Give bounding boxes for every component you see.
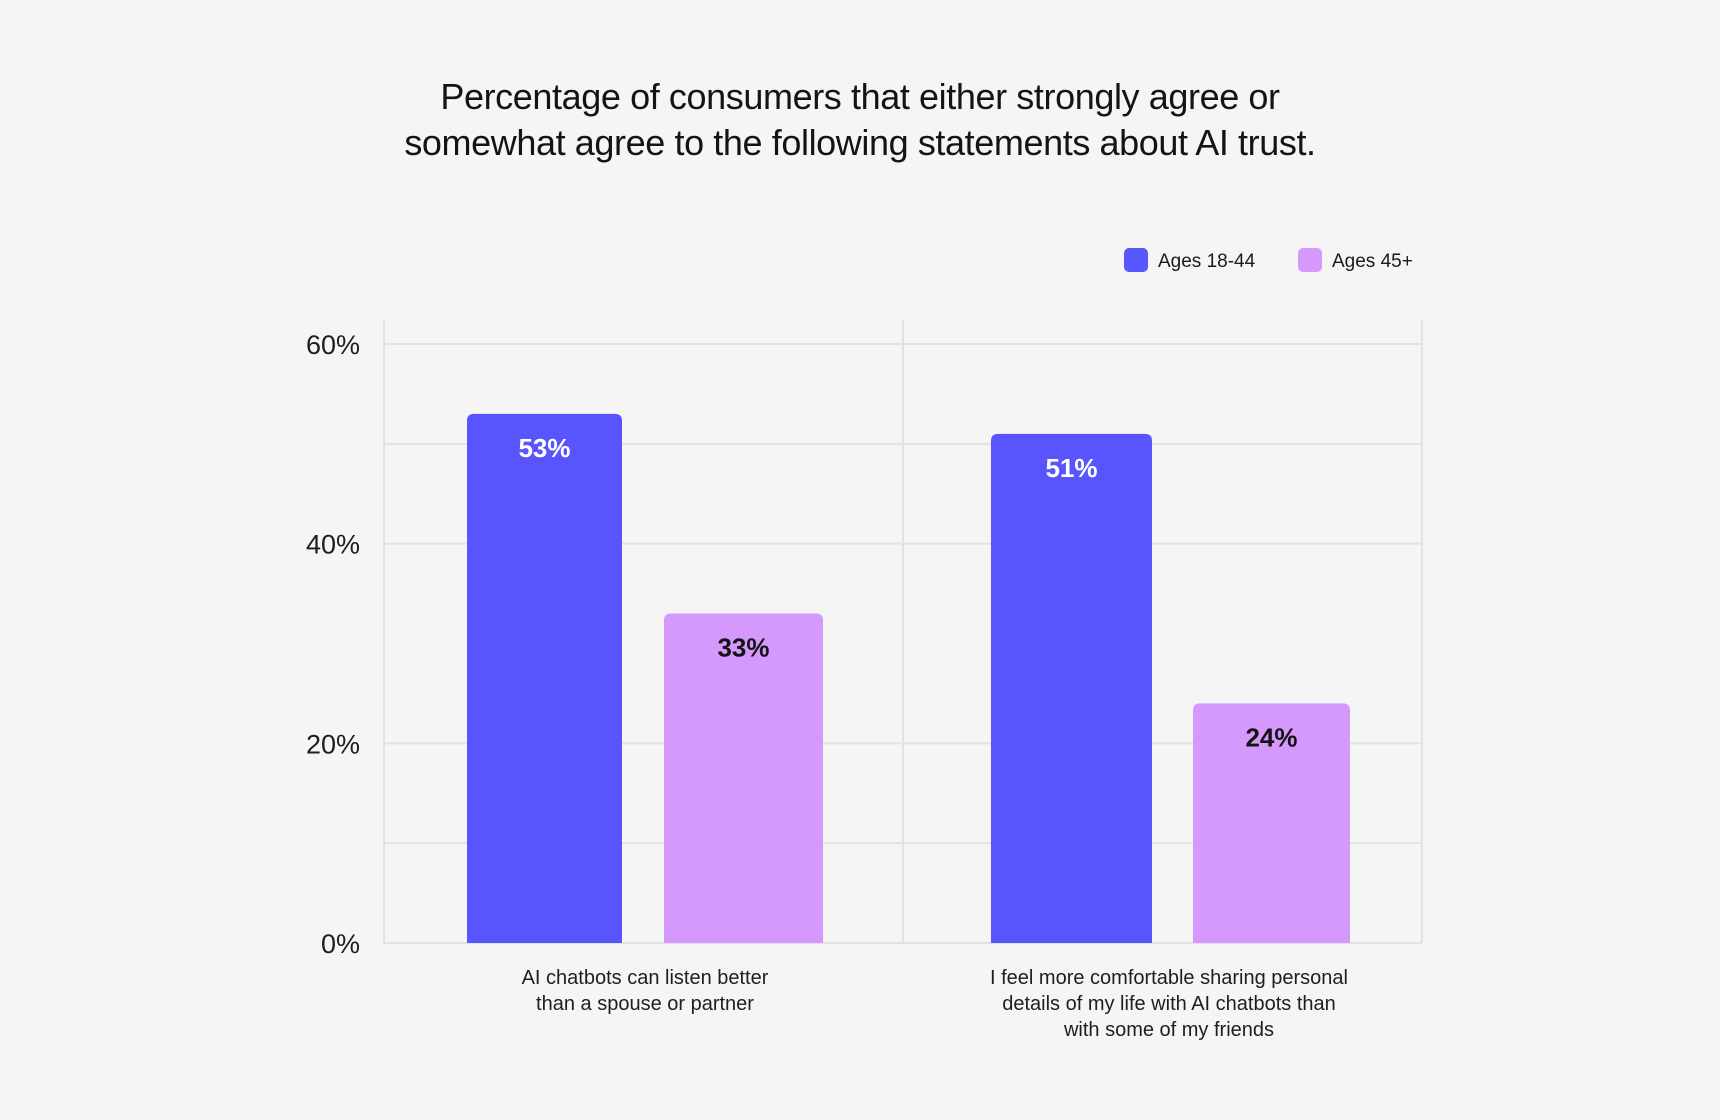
chart-title-line-1: Percentage of consumers that either stro… <box>440 76 1280 117</box>
y-tick-label: 0% <box>321 929 360 959</box>
legend-label: Ages 45+ <box>1332 251 1413 272</box>
bar <box>467 413 622 944</box>
category-label: I feel more comfortable sharing personal <box>990 967 1348 989</box>
y-tick-label: 60% <box>306 330 360 360</box>
chart-title: Percentage of consumers that either stro… <box>0 74 1720 166</box>
bar-value-label: 24% <box>1245 722 1297 752</box>
bar-value-label: 53% <box>518 433 570 463</box>
y-tick-label: 20% <box>306 729 360 759</box>
category-label: AI chatbots can listen better <box>522 967 769 989</box>
y-tick-label: 40% <box>306 530 360 560</box>
bar-value-label: 33% <box>717 633 769 663</box>
category-label: than a spouse or partner <box>536 993 754 1015</box>
legend-swatch <box>1298 248 1322 272</box>
bar <box>1193 703 1350 943</box>
category-label: details of my life with AI chatbots than <box>1002 993 1336 1015</box>
category-label: with some of my friends <box>1063 1019 1274 1041</box>
legend-swatch <box>1124 248 1148 272</box>
bar <box>991 433 1152 943</box>
legend-label: Ages 18-44 <box>1158 251 1256 272</box>
bar-value-label: 51% <box>1045 453 1097 483</box>
chart-title-line-2: somewhat agree to the following statemen… <box>404 122 1316 163</box>
bar <box>664 613 823 943</box>
